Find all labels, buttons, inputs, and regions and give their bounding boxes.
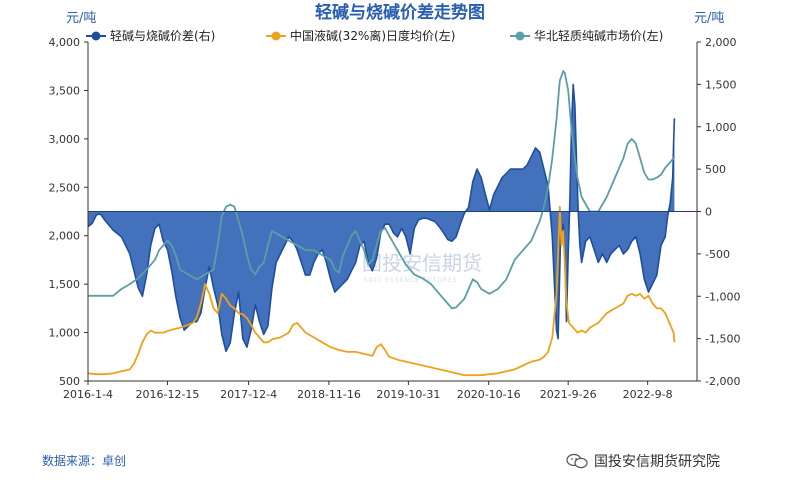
legend-label-1: 中国液碱(32%离)日度均价(左) [290,28,455,43]
series-line-1 [87,205,676,377]
x-tick-label: 2021-9-26 [540,388,597,401]
series-area-0 [88,84,675,352]
right-tick-label: -1,500 [705,333,740,346]
chart-title: 轻碱与烧碱价差走势图 [315,2,485,23]
x-tick-label: 2022-9-8 [623,388,673,401]
axes: 500 1,000 1,500 2,000 2,500 3,000 3,500 4,000 -2… [49,36,741,401]
left-tick-label: 2,500 [49,181,81,194]
x-tick-label: 2018-11-16 [297,388,361,401]
left-unit: 元/吨 [66,11,96,26]
right-tick-label: -1,000 [705,290,740,303]
right-tick-label: 0 [705,206,712,219]
right-unit-label: 元/吨 [694,11,724,26]
right-unit: 元/吨 [694,11,724,26]
brand: 国投安信期货研究院 [566,451,720,471]
watermark: 国投安信期货 SDIC ESSENCE FUTURES [362,251,482,284]
right-tick-label: -2,000 [705,375,740,388]
x-tick-label: 2016-1-4 [63,388,113,401]
x-tick-label: 2019-10-31 [376,388,440,401]
left-tick-label: 500 [59,375,80,388]
data-source: 数据来源：卓创 [42,454,127,468]
left-tick-label: 3,000 [49,133,81,146]
watermark-subtext: SDIC ESSENCE FUTURES [364,277,458,284]
x-tick-label: 2020-10-16 [457,388,521,401]
left-tick-label: 2,000 [49,230,81,243]
right-tick-label: 1,500 [705,78,737,91]
left-unit-label: 元/吨 [66,11,96,26]
legend-label-2: 华北轻质纯碱市场价(左) [534,28,663,43]
wechat-icon [566,453,588,469]
x-tick-label: 2016-12-15 [136,388,200,401]
legend-label-0: 轻碱与烧碱价差(右) [110,28,215,43]
right-tick-label: -500 [705,248,730,261]
left-tick-label: 1,500 [49,278,81,291]
legend-marker-2 [515,31,525,41]
legend-marker-1 [271,31,281,41]
legend: 轻碱与烧碱价差(右) 中国液碱(32%离)日度均价(左) 华北轻质纯碱市场价(左) [86,28,663,43]
right-tick-label: 2,000 [705,36,737,49]
brand-name: 国投安信期货研究院 [594,454,720,470]
left-tick-label: 1,000 [49,327,81,340]
series-line-2 [88,70,676,310]
plot-area [87,70,697,377]
x-tick-label: 2017-12-4 [220,388,277,401]
right-tick-label: 500 [705,163,726,176]
series-line-0 [87,83,676,353]
right-tick-label: 1,000 [705,121,737,134]
watermark-text: 国投安信期货 [362,251,482,275]
left-tick-label: 3,500 [49,84,81,97]
left-tick-label: 4,000 [49,36,81,49]
legend-marker-0 [91,31,101,41]
